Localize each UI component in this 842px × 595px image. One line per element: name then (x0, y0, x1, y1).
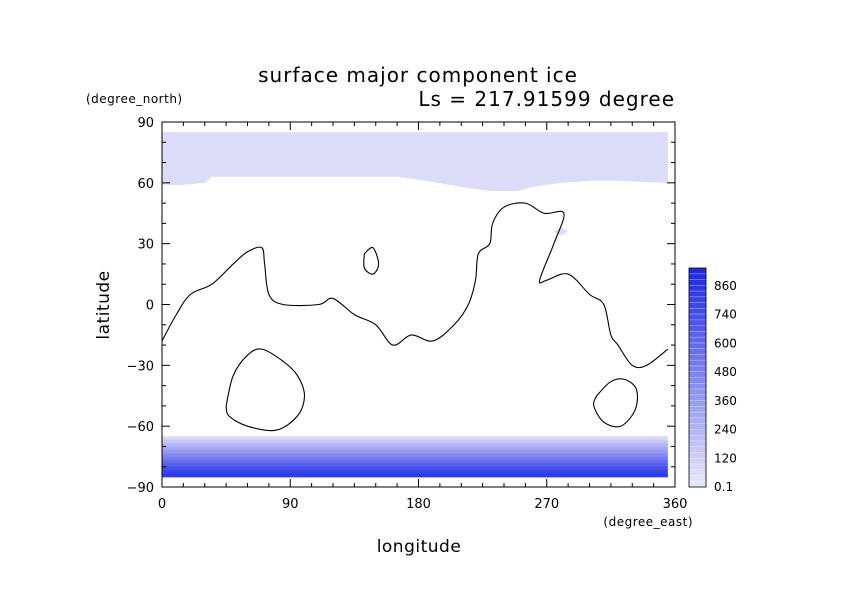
y-tick-label: −30 (127, 359, 154, 374)
colorbar-label: 120 (714, 451, 737, 465)
axis-tick-labels: 0 90 180 270 360 90 60 30 0 −30 −60 −90 (127, 116, 688, 512)
contour-layer (161, 202, 669, 432)
x-tick-label: 0 (158, 497, 166, 512)
axis-ticks (161, 121, 676, 488)
south-ice-band (162, 449, 668, 454)
colorbar-segment (689, 342, 706, 350)
south-ice-band (162, 466, 668, 471)
colorbar-label: 0.1 (714, 480, 733, 494)
colorbar-segment (689, 302, 706, 309)
basin-contour (592, 378, 639, 428)
colorbar-segment (689, 314, 706, 321)
colorbar-segment (689, 481, 706, 488)
colorbar-segment (689, 291, 706, 298)
chart-subtitle: Ls = 217.91599 degree (418, 87, 675, 111)
colorbar-segment (689, 463, 706, 471)
colorbar-segment (689, 337, 706, 344)
y-tick-label: 30 (137, 238, 154, 253)
x-tick-label: 360 (663, 497, 688, 512)
colorbar-segment (689, 325, 706, 332)
colorbar-segment (689, 423, 706, 430)
y-axis-label: latitude (94, 270, 114, 339)
colorbar-segment (689, 365, 706, 373)
chart-title: surface major component ice (258, 63, 578, 87)
colorbar-segment (689, 319, 706, 327)
colorbar-segment (689, 308, 706, 315)
colorbar-segment (689, 279, 706, 286)
ice-fill-layer (162, 132, 668, 478)
x-tick-label: 90 (282, 497, 299, 512)
y-unit-label: (degree_north) (86, 92, 183, 106)
south-ice-band (162, 459, 668, 464)
south-ice-band (162, 443, 668, 447)
y-tick-label: −90 (127, 481, 154, 496)
island-contour (363, 246, 380, 275)
colorbar-segment (689, 354, 706, 361)
colorbar-label: 360 (714, 394, 737, 408)
colorbar-segment (689, 389, 706, 396)
south-ice-band (162, 446, 668, 451)
colorbar-segment (689, 400, 706, 407)
colorbar-segment (689, 446, 706, 453)
colorbar-segment (689, 348, 706, 355)
south-ice-band (162, 456, 668, 461)
colorbar-label: 480 (714, 365, 737, 379)
x-unit-label: (degree_east) (603, 515, 693, 529)
south-ice-band (162, 453, 668, 458)
y-tick-label: 60 (137, 177, 154, 192)
colorbar-segment (689, 406, 706, 413)
colorbar-segment (689, 429, 706, 436)
colorbar-segment (689, 475, 706, 482)
colorbar-segment (689, 371, 706, 378)
colorbar-segment (689, 435, 706, 442)
colorbar-frame (688, 267, 707, 488)
colorbar-segment (689, 377, 706, 384)
colorbar-label: 860 (714, 279, 737, 293)
colorbar-segment (689, 285, 706, 292)
small-ice-patch (553, 227, 569, 236)
colorbar-segment (689, 296, 706, 303)
colorbar-label: 600 (714, 336, 737, 350)
continent-contour (161, 202, 669, 369)
colorbar-segment (689, 394, 706, 401)
south-ice-band (162, 436, 668, 441)
x-tick-label: 270 (534, 497, 559, 512)
north-polar-ice (162, 132, 668, 191)
colorbar-segment (689, 458, 706, 465)
south-ice-band (162, 470, 668, 474)
colorbar-segment (689, 440, 706, 448)
colorbar: 860 740 600 480 360 240 120 0.1 (688, 267, 737, 494)
colorbar-segment (689, 452, 706, 459)
colorbar-segment (689, 417, 706, 425)
colorbar-segment (689, 412, 706, 419)
colorbar-label: 240 (714, 423, 737, 437)
y-tick-label: −60 (127, 420, 154, 435)
x-axis-label: longitude (377, 537, 462, 557)
x-tick-label: 180 (406, 497, 431, 512)
colorbar-label: 740 (714, 308, 737, 322)
south-ice-band (162, 463, 668, 468)
colorbar-segment (689, 469, 706, 476)
colorbar-segment (689, 331, 706, 338)
colorbar-segment (689, 268, 706, 275)
colorbar-segment (689, 383, 706, 390)
south-ice-band (162, 439, 668, 444)
colorbar-segment (689, 360, 706, 367)
south-ice-band (162, 473, 668, 478)
basin-contour (225, 348, 306, 432)
y-tick-label: 0 (146, 299, 154, 314)
y-tick-label: 90 (137, 116, 154, 131)
colorbar-segment (689, 273, 706, 280)
